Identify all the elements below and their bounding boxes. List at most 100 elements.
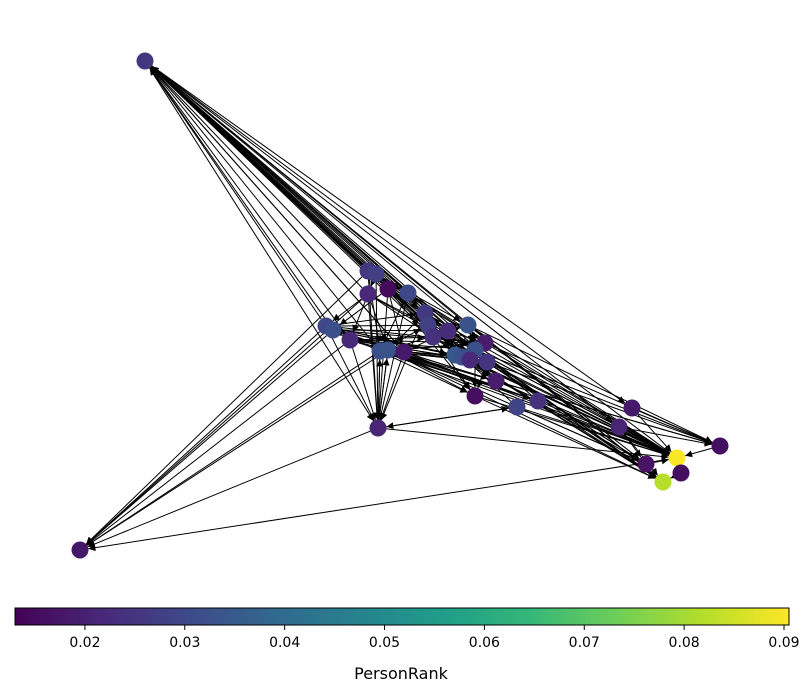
graph-edge xyxy=(334,321,460,329)
graph-edge xyxy=(654,457,669,465)
graph-edge xyxy=(627,428,712,447)
graph-node xyxy=(610,418,628,436)
graph-edge xyxy=(395,353,656,479)
graph-node xyxy=(359,285,377,303)
graph-edge xyxy=(151,65,671,454)
graph-node xyxy=(379,280,397,298)
colorbar-tick-label: 0.07 xyxy=(569,635,600,651)
graph-node xyxy=(529,392,547,410)
graph-node xyxy=(466,387,484,405)
graph-edge xyxy=(86,355,374,546)
graph-edge xyxy=(670,471,679,479)
graph-edge xyxy=(374,298,427,333)
graph-edge xyxy=(329,333,375,421)
node-layer xyxy=(71,52,729,559)
graph-edge xyxy=(545,403,670,456)
graph-edge xyxy=(377,301,407,420)
graph-edge xyxy=(358,339,477,347)
graph-edge xyxy=(493,366,657,478)
graph-node xyxy=(424,328,442,346)
graph-node xyxy=(461,351,479,369)
graph-edge xyxy=(524,409,639,462)
colorbar: 0.02 0.03 0.04 0.05 0.06 0.07 0.08 0.09 PersonR… xyxy=(14,607,800,683)
graph-node xyxy=(324,321,342,339)
graph-node xyxy=(637,455,655,473)
colorbar-tick-label: 0.03 xyxy=(169,635,200,651)
graph-edge xyxy=(85,276,363,545)
graph-edge xyxy=(623,433,642,458)
graph-edge xyxy=(494,364,713,445)
graph-node xyxy=(487,372,505,390)
colorbar-tick-label: 0.04 xyxy=(269,635,300,651)
graph-node xyxy=(459,316,477,334)
graph-edge xyxy=(387,353,531,400)
graph-edge xyxy=(341,330,477,346)
graph-edge xyxy=(87,430,371,548)
graph-node xyxy=(367,265,385,283)
graph-edge xyxy=(475,328,713,443)
graph-edge xyxy=(86,344,344,546)
graph-edge xyxy=(379,359,402,421)
graph-node xyxy=(439,322,457,340)
graph-edge xyxy=(149,67,374,422)
graph-edge xyxy=(383,300,405,344)
graph-edge xyxy=(378,358,390,420)
graph-edge xyxy=(482,352,713,444)
graph-edge xyxy=(86,335,327,545)
graph-edge xyxy=(358,334,425,342)
graph-node xyxy=(672,464,690,482)
graph-edge xyxy=(396,351,712,446)
graph-edge xyxy=(334,311,417,326)
graph-edge xyxy=(352,347,377,421)
graph-edge xyxy=(544,405,657,478)
graph-node xyxy=(71,541,89,559)
colorbar-tick-label: 0.05 xyxy=(369,635,400,651)
graph-node xyxy=(478,353,496,371)
graph-edge xyxy=(86,299,362,545)
colorbar-gradient xyxy=(14,607,790,626)
graph-edge xyxy=(395,353,468,393)
graph-node xyxy=(668,449,686,467)
graph-edge xyxy=(150,67,399,346)
colorbar-tick-label: 0.02 xyxy=(69,635,100,651)
graph-edge xyxy=(626,430,670,455)
colorbar-tick-label: 0.06 xyxy=(469,635,500,651)
graph-node xyxy=(395,343,413,361)
graph-node xyxy=(369,419,387,437)
graph-edge xyxy=(149,67,322,320)
graph-edge xyxy=(86,354,382,546)
graph-edge xyxy=(150,66,450,350)
graph-node xyxy=(508,398,526,416)
graph-edge xyxy=(477,363,670,455)
graph-edge xyxy=(334,326,477,345)
graph-edge xyxy=(370,301,387,343)
graph-node xyxy=(379,341,397,359)
graph-edge xyxy=(476,369,485,389)
graph-edge xyxy=(492,346,670,455)
graph-edge xyxy=(150,66,363,289)
edge-layer xyxy=(85,65,713,552)
graph-node xyxy=(136,52,154,70)
graph-edge xyxy=(88,458,669,552)
graph-edge xyxy=(637,413,672,453)
graph-edge xyxy=(332,298,362,322)
graph-edge xyxy=(474,329,671,454)
graph-edge xyxy=(85,331,321,545)
graph-edge xyxy=(481,354,657,478)
colorbar-tick-label: 0.09 xyxy=(768,635,799,651)
graph-node xyxy=(711,437,729,455)
graph-edge xyxy=(149,67,329,324)
graph-edge xyxy=(494,365,670,455)
graph-edge xyxy=(151,65,613,423)
graph-edge xyxy=(368,302,381,420)
graph-edge xyxy=(149,67,346,334)
graph-edge xyxy=(386,407,509,430)
graph-edge xyxy=(151,65,626,404)
graph-edge xyxy=(414,297,671,454)
graph-edge xyxy=(149,67,376,345)
graph-edge xyxy=(151,66,479,338)
graph-node xyxy=(654,473,672,491)
graph-edge xyxy=(639,410,713,444)
graph-edge xyxy=(393,318,420,345)
